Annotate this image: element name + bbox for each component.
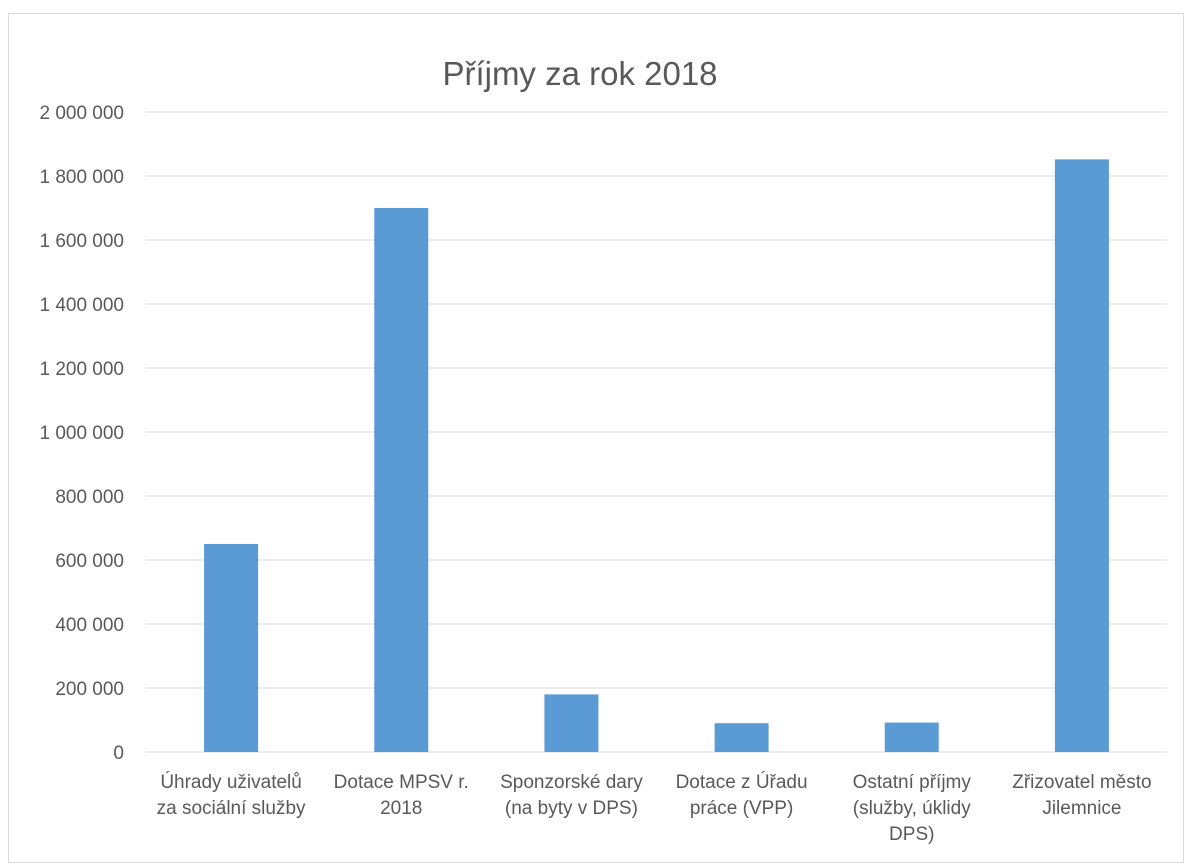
y-tick-label: 2 000 000 [39, 103, 124, 124]
bar [204, 544, 259, 752]
y-axis-tick-labels: 0 200 000 400 000 600 000 800 000 1 000 000 1 … [39, 103, 124, 764]
bar [1054, 159, 1109, 753]
bar [884, 722, 939, 752]
chart-title: Příjmy za rok 2018 [442, 55, 717, 92]
bars [204, 159, 1109, 753]
bar [714, 723, 769, 752]
x-category-label: Dotace MPSV r. 2018 [334, 772, 469, 819]
bar [374, 208, 429, 752]
y-tick-label: 0 [113, 743, 124, 764]
x-category-label: Dotace z Úřadu práce (VPP) [676, 771, 808, 819]
y-tick-label: 400 000 [55, 615, 124, 636]
y-tick-label: 1 000 000 [39, 423, 124, 444]
y-tick-label: 1 400 000 [39, 295, 124, 316]
y-tick-label: 1 600 000 [39, 231, 124, 252]
y-tick-label: 200 000 [55, 679, 124, 700]
gridlines [146, 111, 1167, 753]
y-tick-label: 1 800 000 [39, 167, 124, 188]
bar [544, 694, 599, 752]
y-tick-label: 600 000 [55, 551, 124, 572]
y-tick-label: 800 000 [55, 487, 124, 508]
y-tick-label: 1 200 000 [39, 359, 124, 380]
x-axis-category-labels: Úhrady uživatelů za sociální služby Dotace… [157, 771, 1152, 845]
x-category-label: Zřizovatel město Jilemnice [1012, 772, 1151, 819]
x-category-label: Sponzorské dary (na byty v DPS) [500, 772, 643, 819]
x-category-label: Úhrady uživatelů za sociální služby [157, 771, 306, 819]
x-category-label: Ostatní příjmy (služby, úklidy DPS) [853, 772, 972, 845]
